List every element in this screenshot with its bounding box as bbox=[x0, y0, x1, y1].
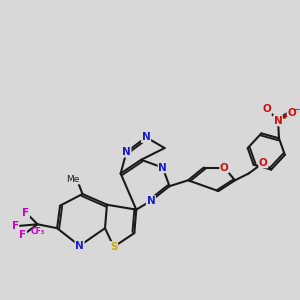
Text: N: N bbox=[147, 196, 155, 206]
Text: N: N bbox=[122, 147, 131, 157]
Text: N: N bbox=[142, 132, 150, 142]
Text: O: O bbox=[220, 163, 229, 172]
Text: N: N bbox=[158, 163, 167, 172]
Text: Me: Me bbox=[66, 175, 80, 184]
Text: F: F bbox=[19, 230, 26, 240]
Text: S: S bbox=[110, 242, 118, 252]
Text: O: O bbox=[259, 158, 268, 168]
Text: CF₃: CF₃ bbox=[30, 226, 45, 236]
Text: −: − bbox=[293, 105, 300, 114]
Text: N: N bbox=[274, 116, 282, 126]
Text: O: O bbox=[263, 104, 272, 114]
Text: O: O bbox=[287, 108, 296, 118]
Text: F: F bbox=[11, 221, 19, 231]
Text: F: F bbox=[22, 208, 29, 218]
Text: +: + bbox=[281, 112, 287, 121]
Text: N: N bbox=[75, 241, 84, 251]
